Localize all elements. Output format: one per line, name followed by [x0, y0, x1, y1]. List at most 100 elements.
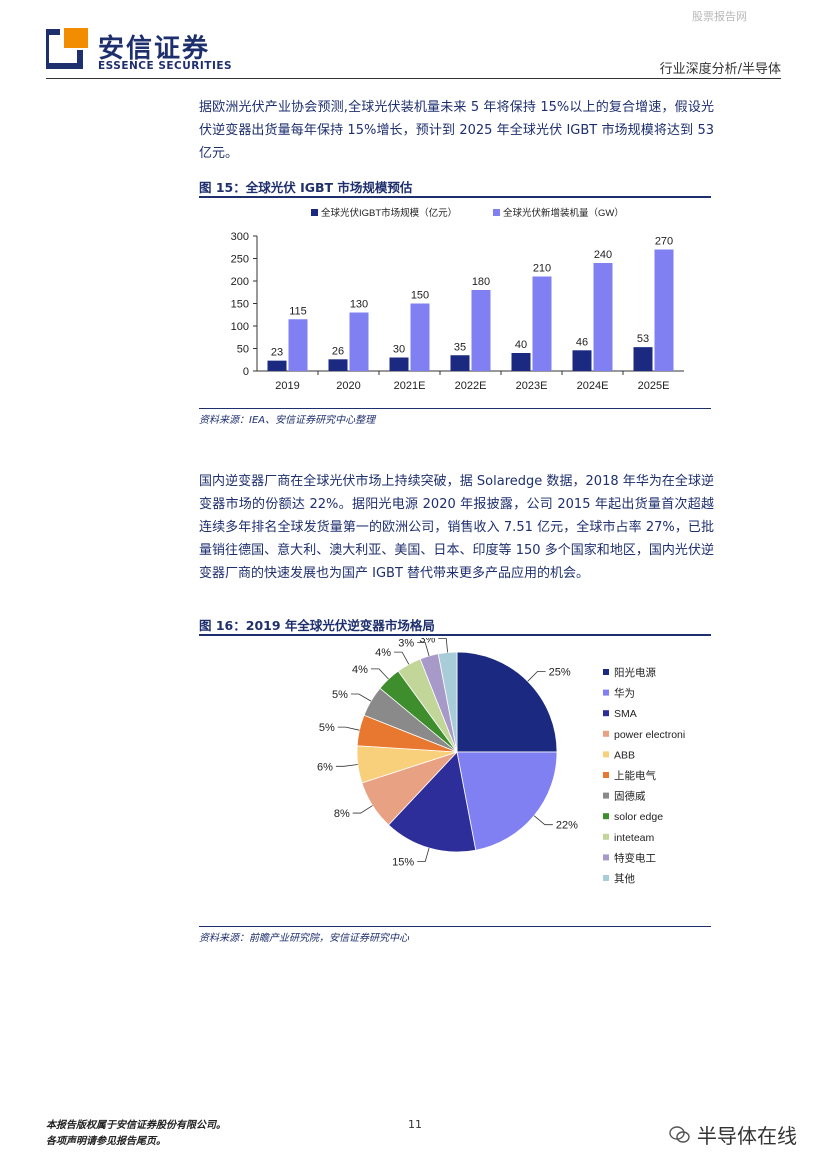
x-tick-label: 2019: [275, 380, 299, 392]
figure-15-title: 图 15：全球光伏 IGBT 市场规模预估: [199, 180, 413, 195]
pie-legend-label-4: ABB: [614, 749, 635, 761]
pie-legend-swatch-7: [603, 813, 609, 820]
pie-slice-1: [456, 751, 558, 851]
wechat-icon: [669, 1125, 690, 1143]
pie-leader-5: [337, 726, 360, 731]
pie-label-9: 3%: [398, 638, 414, 650]
figure-15-source: 资料来源：IEA、安信证券研究中心整理: [199, 415, 376, 426]
data-label-0-6: 53: [637, 333, 649, 345]
legend-label-1: 全球光伏新增装机量（GW）: [503, 207, 624, 219]
bar-1-5: [593, 263, 613, 371]
legend-label-0: 全球光伏IGBT市场规模（亿元）: [321, 207, 457, 219]
pie-legend-swatch-1: [603, 689, 609, 696]
paragraph-2: 国内逆变器厂商在全球光伏市场上持续突破，据 Solaredge 数据，2018 …: [199, 474, 714, 581]
brand-name-en: ESSENCE SECURITIES: [98, 60, 233, 72]
y-tick-label: 0: [243, 366, 249, 378]
pie-leader-3: [352, 805, 373, 814]
data-label-0-4: 40: [515, 339, 527, 351]
pie-legend-label-7: solor edge: [614, 811, 663, 823]
bar-chart: 全球光伏IGBT市场规模（亿元） 全球光伏新增装机量（GW） 0 50 100 150 20…: [231, 207, 684, 392]
pie-legend-swatch-10: [603, 875, 609, 881]
bar-1-4: [532, 276, 552, 371]
data-label-0-2: 30: [393, 344, 405, 356]
pie-leader-1: [533, 815, 553, 826]
y-tick-label: 100: [231, 321, 249, 333]
pie-legend-label-3: power electroni: [614, 729, 685, 741]
bar-0-5: [572, 350, 592, 371]
x-tick-label: 2022E: [455, 380, 487, 392]
legend-swatch-1: [493, 209, 500, 216]
pie-label-3: 8%: [334, 808, 350, 820]
watermark: 股票报告网: [692, 10, 747, 23]
pie-leader-2: [417, 847, 430, 862]
pie-legend-label-6: 固德威: [614, 790, 646, 803]
data-label-1-2: 150: [411, 290, 429, 302]
figure-16-source-rule: [199, 926, 711, 927]
data-label-1-1: 130: [350, 299, 368, 311]
bar-1-2: [410, 303, 430, 371]
pie-legend-label-1: 华为: [614, 687, 635, 700]
pie-legend-label-0: 阳光电源: [614, 666, 656, 679]
y-tick-label: 200: [231, 276, 249, 288]
pie-label-2: 15%: [392, 856, 414, 868]
pie-legend-swatch-6: [603, 792, 609, 799]
data-label-0-3: 35: [454, 341, 466, 353]
brand-name-cn: 安信证券: [98, 34, 211, 64]
y-tick-label: 300: [231, 231, 249, 243]
data-label-0-1: 26: [332, 345, 344, 357]
bar-1-3: [471, 290, 491, 371]
bar-0-4: [511, 353, 531, 371]
figure-16-title: 图 16：2019 年全球光伏逆变器市场格局: [199, 618, 435, 633]
pie-label-10: 3%: [419, 638, 435, 646]
pie-slice-10: [437, 651, 458, 753]
pie-leader-10: [438, 638, 448, 653]
report-category: 行业深度分析/半导体: [659, 62, 781, 77]
pie-label-8: 4%: [375, 647, 391, 659]
pie-label-6: 5%: [332, 689, 348, 701]
pie-label-1: 22%: [556, 820, 578, 832]
bar-0-6: [633, 347, 653, 371]
pie-legend-swatch-2: [603, 710, 609, 717]
pie-legend-swatch-0: [603, 669, 609, 675]
pie-legend-swatch-5: [603, 772, 609, 778]
x-tick-label: 2020: [336, 380, 360, 392]
data-label-1-3: 180: [472, 276, 490, 288]
figure-15-source-rule: [199, 408, 711, 409]
x-tick-label: 2024E: [577, 380, 609, 392]
x-tick-label: 2021E: [394, 380, 426, 392]
figure-16-source: 资料来源：前瞻产业研究院，安信证券研究中心: [199, 933, 409, 944]
pie-leader-6: [350, 693, 372, 702]
pie-legend-label-8: inteteam: [614, 832, 655, 844]
pie-legend-swatch-9: [603, 854, 609, 861]
y-tick-label: 50: [237, 344, 249, 356]
pie-legend-label-9: 特变电工: [614, 851, 656, 864]
data-label-1-0: 115: [289, 305, 307, 317]
pie-legend-swatch-4: [603, 751, 609, 758]
pie-leader-9: [417, 642, 430, 657]
pie-legend-swatch-3: [603, 730, 609, 737]
data-label-1-4: 210: [533, 263, 551, 275]
data-label-0-5: 46: [576, 336, 588, 348]
y-tick-label: 150: [231, 299, 249, 311]
pie-label-4: 6%: [317, 761, 333, 773]
bar-0-3: [450, 355, 470, 371]
pie-slice-0: [456, 651, 558, 753]
page-number: 11: [408, 1118, 422, 1131]
data-label-1-6: 270: [655, 236, 673, 248]
essence-logo-icon: [46, 26, 90, 69]
pie-leader-8: [394, 651, 410, 665]
pie-label-7: 4%: [352, 664, 368, 676]
pie-legend-label-10: 其他: [614, 872, 635, 885]
x-tick-label: 2025E: [638, 380, 670, 392]
legend-swatch-0: [311, 209, 318, 216]
pie-legend-swatch-8: [603, 833, 609, 840]
bar-0-1: [328, 359, 348, 371]
pie-leader-0: [527, 670, 546, 682]
paragraph-1: 据欧洲光伏产业协会预测,全球光伏装机量未来 5 年将保持 15%以上的复合增速，…: [199, 100, 714, 161]
header-divider: [46, 78, 781, 79]
footer-copyright: 本报告版权属于安信证券股份有限公司。: [46, 1120, 226, 1131]
wechat-label: 半导体在线: [697, 1124, 797, 1148]
footer-disclaimer: 各项声明请参见报告尾页。: [46, 1136, 166, 1147]
bar-1-0: [288, 319, 308, 371]
pie-legend-label-5: 上能电气: [614, 769, 656, 782]
